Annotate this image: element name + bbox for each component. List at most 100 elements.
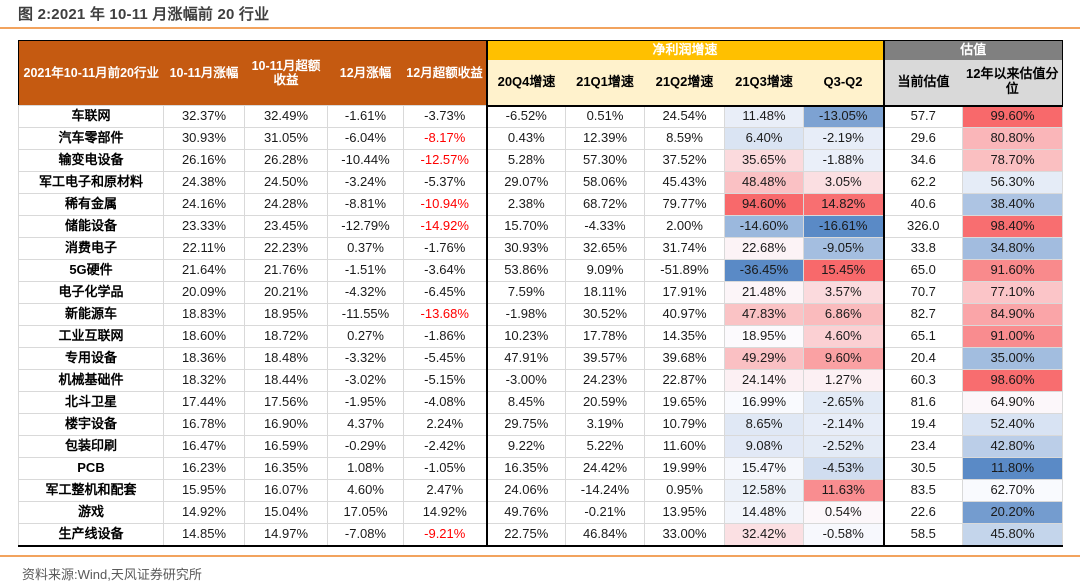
q2-growth-cell: 39.68% <box>644 347 725 370</box>
q4-growth-cell: 2.38% <box>485 193 566 216</box>
q2-growth-cell: 2.00% <box>644 215 725 238</box>
col-header-industry: 2021年10-11月前20行业 <box>18 40 164 106</box>
col-header-q3-q2: Q3-Q2 <box>803 59 884 107</box>
excess-return-cell: 22.23% <box>244 237 328 260</box>
table-row: 游戏 14.92% 15.04% 17.05% 14.92% 49.76% -0.21% 13… <box>18 501 1064 524</box>
q4-growth-cell: 0.43% <box>485 127 566 150</box>
q4-growth-cell: 7.59% <box>485 281 566 304</box>
table-row: 专用设备 18.36% 18.48% -3.32% -5.45% 47.91% 39.57%… <box>18 347 1064 370</box>
q4-growth-cell: 24.06% <box>485 479 566 502</box>
excess-return-cell: 20.21% <box>244 281 328 304</box>
q3-growth-cell: -14.60% <box>724 215 804 238</box>
dec-gain-cell: 1.08% <box>327 457 404 480</box>
q2-growth-cell: 14.35% <box>644 325 725 348</box>
q1-growth-cell: 58.06% <box>565 171 645 194</box>
table-row: 电子化学品 20.09% 20.21% -4.32% -6.45% 7.59% 18.11%… <box>18 281 1064 304</box>
table-row: 军工整机和配套 15.95% 16.07% 4.60% 2.47% 24.06% -14.2… <box>18 479 1064 502</box>
table-row: 消费电子 22.11% 22.23% 0.37% -1.76% 30.93% 32.65% 3… <box>18 237 1064 260</box>
q3-growth-cell: 12.58% <box>724 479 804 502</box>
q3-minus-q2-cell: -2.19% <box>803 127 884 150</box>
industry-cell: PCB <box>18 457 164 480</box>
valuation-percentile-cell: 56.30% <box>961 171 1064 194</box>
dec-gain-cell: -1.95% <box>327 391 404 414</box>
q3-minus-q2-cell: -2.65% <box>803 391 884 414</box>
q4-growth-cell: 29.07% <box>485 171 566 194</box>
valuation-percentile-cell: 91.00% <box>961 325 1064 348</box>
q1-growth-cell: 5.22% <box>565 435 645 458</box>
dec-excess-cell: -3.64% <box>403 259 487 282</box>
industry-cell: 消费电子 <box>18 237 164 260</box>
q2-growth-cell: 17.91% <box>644 281 725 304</box>
q4-growth-cell: 9.22% <box>485 435 566 458</box>
q2-growth-cell: 19.99% <box>644 457 725 480</box>
q4-growth-cell: 30.93% <box>485 237 566 260</box>
q3-growth-cell: 16.99% <box>724 391 804 414</box>
q4-growth-cell: 8.45% <box>485 391 566 414</box>
col-header-gain: 10-11月涨幅 <box>163 40 245 106</box>
industry-cell: 楼宇设备 <box>18 413 164 436</box>
current-valuation-cell: 62.2 <box>882 171 963 194</box>
industry-table: 2021年10-11月前20行业 10-11月涨幅 10-11月超额收益 12月… <box>18 40 1064 547</box>
q4-growth-cell: -6.52% <box>485 105 566 128</box>
q3-growth-cell: 48.48% <box>724 171 804 194</box>
dec-excess-cell: -1.76% <box>403 237 487 260</box>
industry-cell: 游戏 <box>18 501 164 524</box>
industry-cell: 稀有金属 <box>18 193 164 216</box>
dec-excess-cell: 14.92% <box>403 501 487 524</box>
dec-gain-cell: -12.79% <box>327 215 404 238</box>
q1-growth-cell: -14.24% <box>565 479 645 502</box>
table-row: 机械基础件 18.32% 18.44% -3.02% -5.15% -3.00% 24.23… <box>18 369 1064 392</box>
q1-growth-cell: -4.33% <box>565 215 645 238</box>
q3-minus-q2-cell: -2.14% <box>803 413 884 436</box>
table-row: 工业互联网 18.60% 18.72% 0.27% -1.86% 10.23% 17.78%… <box>18 325 1064 348</box>
q1-growth-cell: 17.78% <box>565 325 645 348</box>
table-body: 车联网 32.37% 32.49% -1.61% -3.73% -6.52% 0.51% 24… <box>18 105 1064 547</box>
gain-cell: 18.83% <box>163 303 245 326</box>
q3-minus-q2-cell: -4.53% <box>803 457 884 480</box>
dec-gain-cell: -0.29% <box>327 435 404 458</box>
dec-gain-cell: -6.04% <box>327 127 404 150</box>
group-header-valuation: 估值 <box>882 40 1063 60</box>
table-row: PCB 16.23% 16.35% 1.08% -1.05% 16.35% 24.42% 19… <box>18 457 1064 480</box>
gain-cell: 32.37% <box>163 105 245 128</box>
q3-growth-cell: -36.45% <box>724 259 804 282</box>
q3-growth-cell: 21.48% <box>724 281 804 304</box>
gain-cell: 20.09% <box>163 281 245 304</box>
industry-cell: 汽车零部件 <box>18 127 164 150</box>
industry-cell: 军工整机和配套 <box>18 479 164 502</box>
industry-cell: 车联网 <box>18 105 164 128</box>
q3-minus-q2-cell: 9.60% <box>803 347 884 370</box>
excess-return-cell: 18.95% <box>244 303 328 326</box>
q3-growth-cell: 35.65% <box>724 149 804 172</box>
industry-cell: 新能源车 <box>18 303 164 326</box>
dec-excess-cell: -5.37% <box>403 171 487 194</box>
table-row: 北斗卫星 17.44% 17.56% -1.95% -4.08% 8.45% 20.59% 1… <box>18 391 1064 414</box>
current-valuation-cell: 19.4 <box>882 413 963 436</box>
industry-cell: 机械基础件 <box>18 369 164 392</box>
q2-growth-cell: 8.59% <box>644 127 725 150</box>
valuation-percentile-cell: 98.40% <box>961 215 1064 238</box>
industry-cell: 工业互联网 <box>18 325 164 348</box>
q3-minus-q2-cell: -9.05% <box>803 237 884 260</box>
industry-cell: 军工电子和原材料 <box>18 171 164 194</box>
q2-growth-cell: 31.74% <box>644 237 725 260</box>
q4-growth-cell: -3.00% <box>485 369 566 392</box>
q3-growth-cell: 9.08% <box>724 435 804 458</box>
gain-cell: 26.16% <box>163 149 245 172</box>
gain-cell: 30.93% <box>163 127 245 150</box>
q3-minus-q2-cell: 1.27% <box>803 369 884 392</box>
dec-gain-cell: -7.08% <box>327 523 404 547</box>
q2-growth-cell: 24.54% <box>644 105 725 128</box>
current-valuation-cell: 22.6 <box>882 501 963 524</box>
industry-cell: 包装印刷 <box>18 435 164 458</box>
q2-growth-cell: 13.95% <box>644 501 725 524</box>
q1-growth-cell: 9.09% <box>565 259 645 282</box>
q3-growth-cell: 18.95% <box>724 325 804 348</box>
table-row: 汽车零部件 30.93% 31.05% -6.04% -8.17% 0.43% 12.39%… <box>18 127 1064 150</box>
current-valuation-cell: 82.7 <box>882 303 963 326</box>
excess-return-cell: 21.76% <box>244 259 328 282</box>
table-row: 5G硬件 21.64% 21.76% -1.51% -3.64% 53.86% 9.09% -… <box>18 259 1064 282</box>
excess-return-cell: 24.28% <box>244 193 328 216</box>
col-header-valuation-percentile: 12年以来估值分位 <box>962 59 1063 107</box>
q4-growth-cell: -1.98% <box>485 303 566 326</box>
